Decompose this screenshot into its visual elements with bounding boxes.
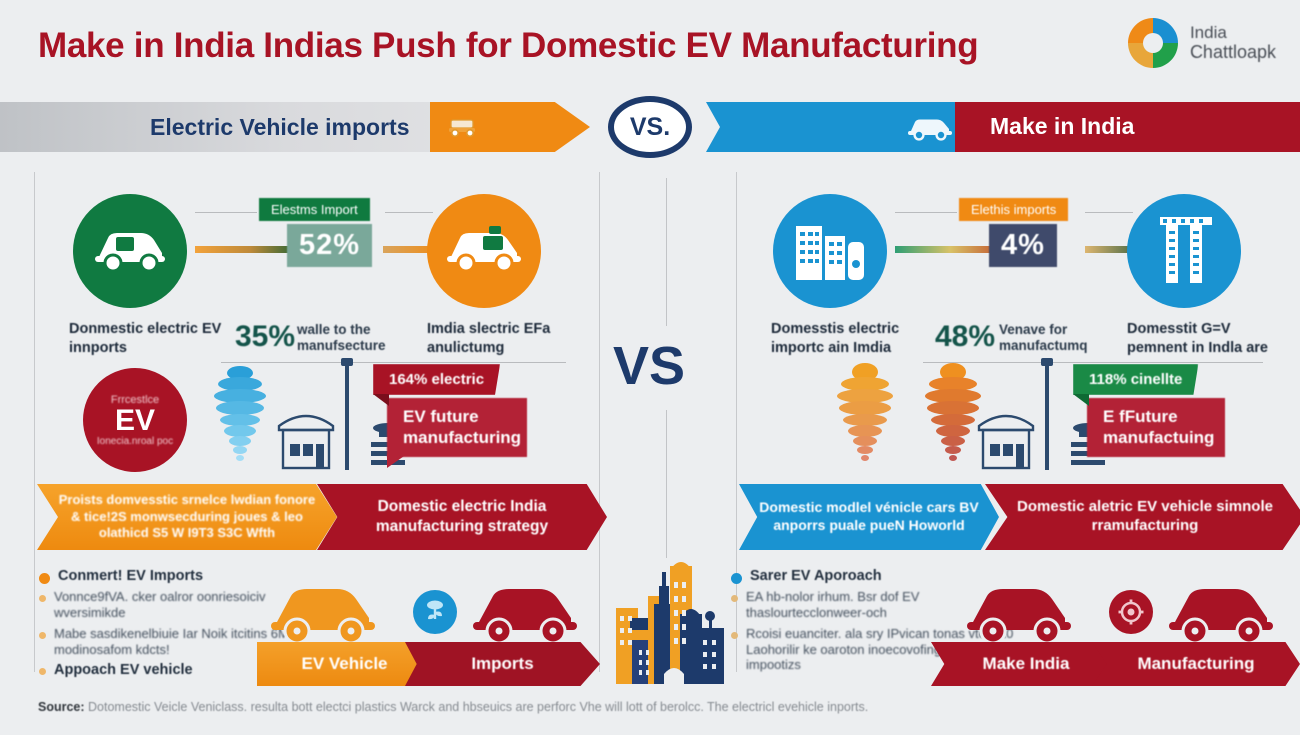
- left-section-rule: [221, 362, 566, 363]
- source-label: Source:: [38, 700, 85, 714]
- brand-logo: India Chattloapk: [1127, 18, 1276, 68]
- right-big-percent: 48%: [935, 320, 996, 353]
- tag-rule-right: [1085, 212, 1133, 213]
- orange-car-icon: [449, 119, 475, 138]
- bullet-dot-icon: [39, 573, 50, 584]
- factory-icon: [277, 414, 335, 470]
- right-chevron-blue: Domestic modlel vénicle cars BV anporrs …: [739, 484, 999, 550]
- left-panel-electric-vehicle-imports: Elestms Import 52% Donmestic electric EV…: [34, 172, 607, 686]
- factory-icon: [977, 414, 1035, 470]
- header: Make in India Indias Push for Domestic E…: [0, 0, 1300, 92]
- right-bottom-chevron-1: Make India: [931, 642, 1121, 686]
- make-in-india-band-label: Make in India: [990, 113, 1135, 139]
- list-item: Conmert! EV Imports: [39, 568, 339, 584]
- vs-badge: VS.: [608, 96, 692, 158]
- left-bottom-chevron-1: EV Vehicle: [257, 642, 432, 686]
- page-title: Make in India Indias Push for Domestic E…: [38, 26, 979, 65]
- blue-circle-crane-icon: [1127, 194, 1241, 308]
- bullet-dot-icon: [39, 595, 46, 602]
- left-ev-badge-top: Frrcestlce: [110, 393, 160, 406]
- list-item: EA hb-nolor irhum. Bsr dof EV thaslourte…: [731, 589, 1031, 621]
- left-ev-circle-badge: Frrcestlce EV Ionecia.nroal poc: [83, 368, 187, 472]
- bullet-dot-icon: [731, 631, 738, 639]
- donut-logo-icon: [1127, 18, 1178, 68]
- tag-rule-left: [895, 212, 957, 213]
- gear-badge-icon: [1109, 590, 1153, 634]
- source-text: Dotomestic Veicle Veniclass. resulta bot…: [84, 700, 869, 714]
- center-divider-top: [666, 178, 667, 326]
- right-percent-ribbon: 118% cinellte: [1073, 364, 1199, 395]
- right-import-tag: Elethis imports: [959, 198, 1069, 221]
- left-percent-badge: 52%: [287, 224, 373, 267]
- left-caption-india-manufacturing: Imdia slectric EFa anulictumg: [427, 321, 551, 356]
- left-caption-domestic-imports: Donmestic electric EV innports: [69, 321, 222, 356]
- comparison-banner: Electric Vehicle imports VS. Make in Ind…: [0, 96, 1300, 158]
- imports-band-label: Electric Vehicle imports: [150, 114, 410, 140]
- left-chevron-orange: Proists domvesstic srnelce lwdian fonore…: [37, 484, 337, 550]
- bullet-dot-icon: [39, 631, 46, 639]
- right-panel-make-in-india: Elethis imports 4%: [731, 172, 1300, 686]
- right-percent-badge: 4%: [989, 224, 1057, 267]
- left-import-tag: Elestms Import: [259, 198, 370, 221]
- source-note: Source: Dotomestic Veicle Veniclass. res…: [38, 700, 868, 714]
- right-ev-future-box: E fFuture manufactuing: [1087, 398, 1225, 458]
- list-item: Vonnce9fVA. cker oalror oonriesoiciv wve…: [39, 589, 339, 621]
- right-caption-gov-present: Domesstit G=V pemnent in Indla are: [1127, 321, 1268, 356]
- orange-circle-car-icon: [427, 194, 541, 308]
- left-big-percent-sub: walle to the manufsecture: [297, 322, 386, 354]
- list-item: Rcoisi euanciter. ala sry IPvican tonas …: [731, 626, 1031, 674]
- right-bottom-chevron-2: Manufacturing: [1092, 642, 1300, 686]
- bullet-dot-icon: [39, 668, 46, 676]
- orange-car-icon: [271, 589, 375, 645]
- left-ev-future-box: EV future manufacturing: [387, 398, 527, 458]
- left-bottom-chevron-2: Imports: [405, 642, 600, 686]
- right-section-rule: [923, 362, 1263, 363]
- list-item: Sarer EV Aporoach: [731, 568, 1031, 584]
- logo-line-2: Chattloapk: [1189, 42, 1276, 63]
- orange-cone-tree-icon-2: [925, 363, 981, 461]
- right-caption-domestic-imports: Domesstis electric importc ain Imdia: [771, 321, 900, 356]
- tag-rule-right: [385, 212, 433, 213]
- right-gradient-arrow-1: [895, 246, 1005, 253]
- logo-line-1: India: [1189, 23, 1227, 43]
- red-car-icon: [967, 589, 1071, 645]
- list-item: Appoach EV vehicle: [39, 662, 339, 678]
- make-in-india-band: [955, 102, 1300, 152]
- tower-icon: [1045, 362, 1049, 470]
- eco-leaf-icon: [413, 590, 457, 634]
- left-bullet-list: Conmert! EV Imports Vonnce9fVA. cker oal…: [39, 568, 339, 683]
- city-skyline-icon: [616, 562, 724, 684]
- white-car-icon: [908, 119, 952, 141]
- list-item: Mabe sasdikenelbiuie Iar Noik itcitins 6…: [39, 626, 339, 658]
- left-ev-badge-bottom: Ionecia.nroal poc: [96, 435, 174, 447]
- right-bullet-list: Sarer EV Aporoach EA hb-nolor irhum. Bsr…: [731, 568, 1031, 678]
- right-chevron-red: Domestic aletric EV vehicle simnole rram…: [985, 484, 1300, 550]
- left-big-percent: 35%: [235, 320, 296, 353]
- red-car-icon: [473, 589, 577, 645]
- green-circle-car-icon: [73, 194, 187, 308]
- left-percent-ribbon: 164% electric: [373, 364, 501, 395]
- red-car-icon-2: [1169, 589, 1273, 645]
- right-big-percent-sub: Venave for manufactumq: [999, 322, 1088, 354]
- blue-circle-building-icon: [773, 194, 887, 308]
- left-chevron-red: Domestic electric India manufacturing st…: [317, 484, 607, 550]
- bullet-dot-icon: [731, 595, 738, 602]
- blue-spiral-tree-icon: [214, 366, 266, 461]
- center-vs-label: VS: [613, 336, 686, 396]
- center-divider-bottom: [666, 410, 667, 558]
- tag-rule-left: [195, 212, 257, 213]
- bullet-dot-icon: [731, 573, 742, 584]
- tower-icon: [345, 362, 349, 470]
- orange-cone-tree-icon: [837, 363, 893, 461]
- left-ev-badge-main: EV: [114, 403, 156, 437]
